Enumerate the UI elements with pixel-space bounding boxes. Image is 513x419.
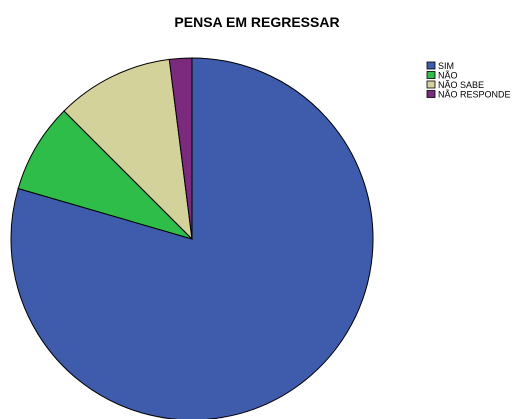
legend-label: NÃO RESPONDE xyxy=(438,90,511,100)
legend-label: NÃO SABE xyxy=(438,80,484,90)
pie-slice-n-o-responde xyxy=(168,57,193,240)
pie-slice-n-o xyxy=(17,110,193,240)
pie-slices xyxy=(10,57,374,419)
legend-label: SIM xyxy=(438,61,454,71)
legend-swatch xyxy=(426,90,436,98)
chart-title: PENSA EM REGRESSAR xyxy=(174,14,339,30)
legend-swatch xyxy=(426,61,436,70)
legend-label: NÃO xyxy=(438,71,458,81)
pie-slice-sim xyxy=(10,57,374,419)
legend-swatch xyxy=(426,80,436,89)
pie-slice-n-o-sabe xyxy=(63,58,193,241)
legend-swatch xyxy=(426,71,436,79)
